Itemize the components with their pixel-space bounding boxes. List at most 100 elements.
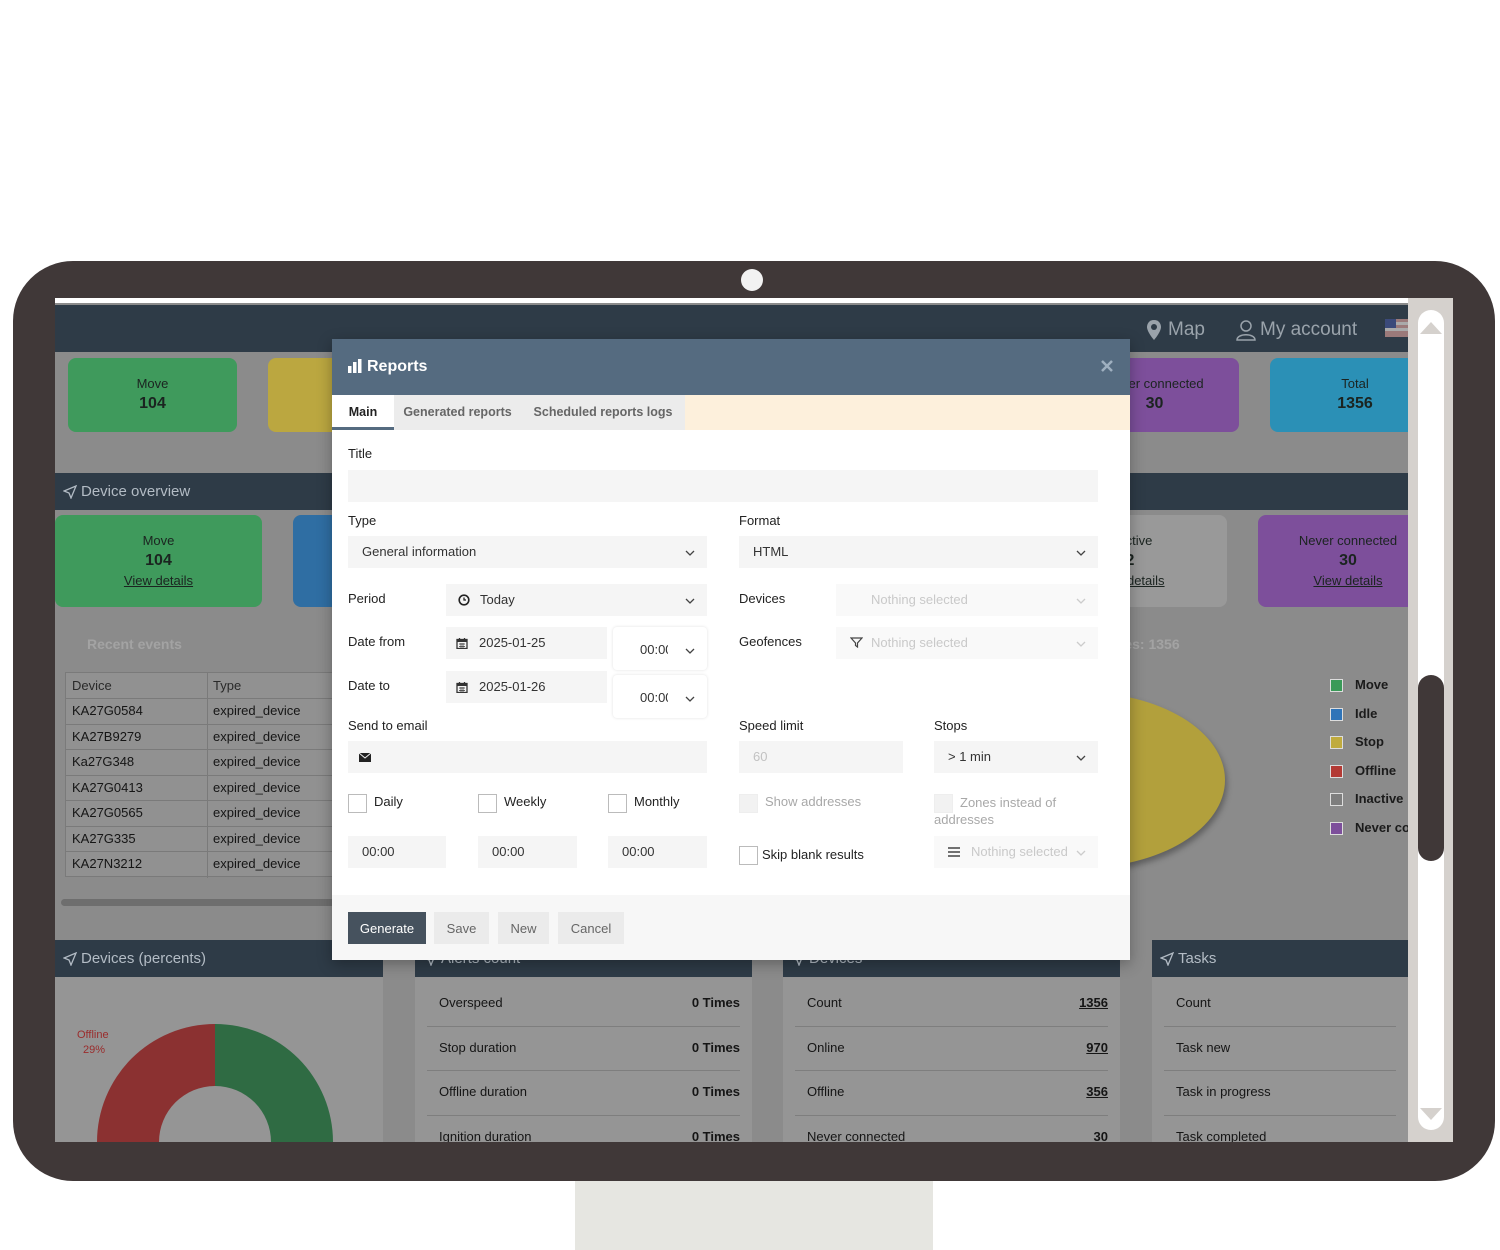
card-link[interactable]: View details (123, 573, 194, 588)
field-label: Daily (374, 794, 403, 809)
checkbox[interactable] (739, 794, 758, 813)
table-cell: KA27G0413 (72, 779, 143, 795)
date-input[interactable]: 2025-01-26 (446, 671, 607, 703)
field-label: Type (348, 513, 377, 528)
reports-icon (348, 359, 362, 373)
user-icon (1236, 320, 1256, 341)
email-input[interactable] (348, 741, 707, 773)
checkbox[interactable] (478, 794, 497, 813)
legend-swatch (1330, 793, 1343, 806)
row-value[interactable]: 1356 (1079, 995, 1108, 1010)
row-divider (795, 1025, 1108, 1027)
chevron (685, 598, 695, 604)
number-input[interactable]: 60 (739, 741, 903, 773)
column-divider (207, 673, 208, 878)
field-label: Period (348, 591, 386, 606)
select[interactable]: Nothing selected (934, 836, 1098, 868)
monitor-stand (575, 1175, 933, 1250)
tab-label[interactable]: Main (348, 405, 378, 419)
time-input[interactable]: 00:00 (608, 836, 707, 868)
scrollbar-thumb[interactable] (1418, 675, 1444, 861)
scroll-down[interactable] (1420, 1108, 1442, 1120)
row-value[interactable]: 356 (1086, 1084, 1108, 1099)
status-card: Total 1356 (1270, 358, 1408, 432)
section-title: Device overview (81, 483, 191, 500)
row-divider (1164, 1114, 1396, 1116)
button[interactable]: Save (434, 912, 489, 944)
select-value: General information (362, 544, 477, 559)
checkbox[interactable] (739, 846, 758, 865)
select[interactable]: HTML (739, 536, 1098, 568)
button-label[interactable]: Generate (359, 921, 415, 936)
button[interactable]: Cancel (558, 912, 624, 944)
row-divider (66, 851, 396, 852)
checkbox[interactable] (934, 794, 953, 813)
nav-icon (63, 485, 77, 499)
row-label: Online (807, 1039, 845, 1055)
legend-label: Idle (1355, 705, 1378, 721)
scroll-up[interactable] (1420, 322, 1442, 334)
tab[interactable]: Scheduled reports logs (521, 395, 685, 430)
legend-swatch (1330, 821, 1343, 835)
legend-swatch (1330, 764, 1343, 778)
row-divider (795, 1070, 1108, 1071)
tab[interactable]: Generated reports (394, 395, 521, 430)
field-label: Devices (739, 591, 786, 606)
table-cell: expired_device (213, 779, 301, 795)
button[interactable]: New (498, 912, 549, 944)
field-label: Send to email (348, 718, 428, 733)
panel-icon (63, 952, 77, 966)
tab[interactable]: Main (332, 395, 394, 430)
row-value: 0 Times (691, 1084, 740, 1099)
nav-link[interactable]: My account (1260, 319, 1358, 340)
panel-body: Overspeed 0 Times Stop duration 0 Times Offl… (415, 977, 752, 1142)
table-header: Type (213, 678, 242, 693)
row-value[interactable]: 970 (1086, 1039, 1108, 1055)
scrollbar-arrows[interactable] (1408, 298, 1453, 1142)
date-input[interactable]: 2025-01-25 (446, 627, 607, 659)
time-input[interactable]: 00:00 (478, 836, 577, 868)
legend-label: Offline (1355, 762, 1397, 778)
row-divider (66, 774, 396, 776)
tab-label[interactable]: Generated reports (403, 405, 512, 419)
time-select[interactable]: 00:00 (613, 627, 707, 670)
button-label[interactable]: New (510, 921, 537, 936)
field-label: Date to (348, 678, 390, 693)
button-label[interactable]: Save (446, 921, 477, 936)
button[interactable]: Generate (348, 912, 426, 944)
select[interactable]: > 1 min (934, 741, 1098, 773)
select-value: HTML (753, 544, 789, 559)
panel-body: Offline 29% (55, 977, 383, 1142)
text-input[interactable] (348, 470, 1098, 502)
legend-swatch (1330, 736, 1343, 749)
checkbox[interactable] (608, 794, 627, 813)
select[interactable]: Nothing selected (836, 584, 1098, 616)
card-label: Move (142, 533, 175, 548)
select[interactable]: Today (446, 584, 707, 616)
select[interactable]: General information (348, 536, 707, 568)
panel-header (1152, 940, 1408, 977)
flag-icon (1385, 319, 1408, 337)
row-divider (66, 698, 396, 699)
table-cell: expired_device (213, 754, 301, 769)
panel-body: Count Task new Task in progress Task comple… (1152, 977, 1408, 1142)
checkbox[interactable] (348, 794, 367, 813)
envelope-icon (359, 753, 371, 762)
tab-label[interactable]: Scheduled reports logs (533, 405, 673, 419)
row-value[interactable]: 30 (1093, 1128, 1108, 1143)
close-button[interactable] (1100, 359, 1114, 373)
time-select[interactable]: 00:00 (613, 675, 707, 718)
card-link[interactable]: View details (1313, 573, 1383, 588)
card-value: 30 (1339, 552, 1357, 569)
field-label: Skip blank results (762, 847, 864, 862)
table-cell: expired_device (213, 856, 301, 871)
donut-value: 29% (83, 1044, 106, 1056)
table-cell: expired_device (213, 805, 301, 820)
time-input[interactable]: 00:00 (348, 836, 446, 868)
nav-link[interactable]: Map (1168, 319, 1205, 340)
field-label: Weekly (504, 794, 547, 809)
button-label[interactable]: Cancel (570, 921, 612, 936)
time-value: 00:00 (640, 690, 668, 705)
row-label: Overspeed (439, 995, 503, 1010)
select[interactable]: Nothing selected (836, 627, 1098, 659)
